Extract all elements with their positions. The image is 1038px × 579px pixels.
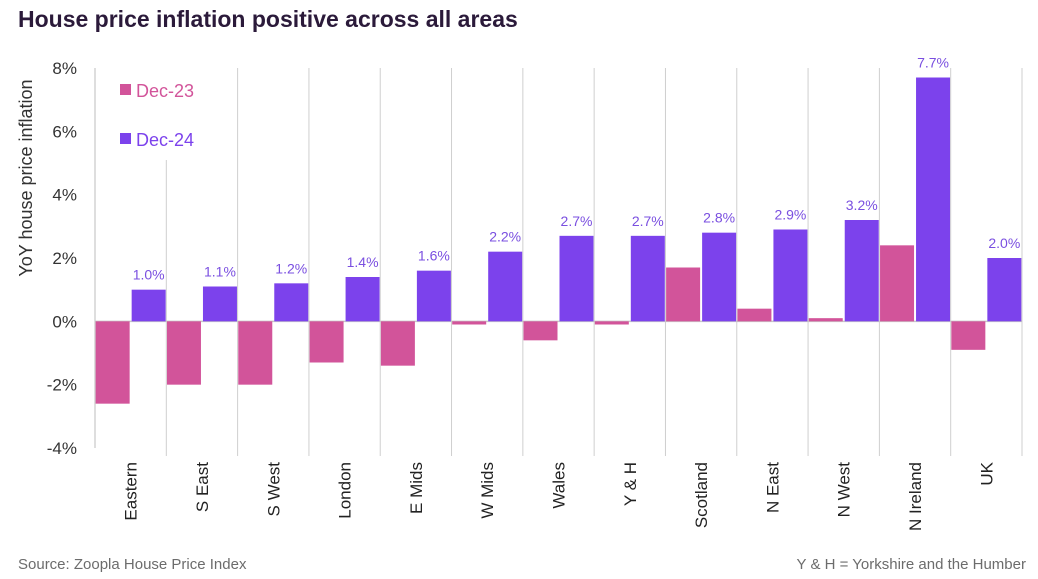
data-label-dec-24-s-west: 1.2% xyxy=(275,260,307,276)
bar-dec-23-eastern xyxy=(95,321,130,404)
legend-label-dec-23: Dec-23 xyxy=(136,81,194,101)
bar-dec-23-n-west xyxy=(808,318,843,322)
bar-dec-24-london xyxy=(345,277,380,322)
x-category-label-n-ireland: N Ireland xyxy=(906,462,925,531)
x-category-label-uk: UK xyxy=(977,461,996,485)
bar-dec-24-n-east xyxy=(773,229,808,322)
bar-dec-24-y-and-h xyxy=(630,235,665,322)
x-category-label-london: London xyxy=(336,462,355,519)
bar-dec-23-e-mids xyxy=(380,321,415,366)
data-label-dec-24-w-mids: 2.2% xyxy=(489,229,521,245)
bar-dec-23-s-east xyxy=(166,321,201,385)
data-label-dec-24-wales: 2.7% xyxy=(561,213,593,229)
bar-dec-23-scotland xyxy=(666,267,701,322)
bar-dec-23-w-mids xyxy=(452,321,487,325)
legend-swatch-dec-23 xyxy=(120,84,131,95)
bar-dec-24-w-mids xyxy=(488,251,523,322)
x-category-label-w-mids: W Mids xyxy=(478,462,497,519)
bar-dec-23-y-and-h xyxy=(594,321,629,325)
bar-dec-24-e-mids xyxy=(416,270,451,322)
source-note: Source: Zoopla House Price Index xyxy=(18,556,247,573)
bar-dec-23-n-east xyxy=(737,308,772,322)
x-category-label-scotland: Scotland xyxy=(692,462,711,528)
data-label-dec-24-n-east: 2.9% xyxy=(774,207,806,223)
data-label-dec-24-s-east: 1.1% xyxy=(204,264,236,280)
bar-dec-24-s-west xyxy=(274,283,309,322)
y-tick-label: 0% xyxy=(52,312,77,331)
bar-dec-23-n-ireland xyxy=(880,245,915,322)
bar-dec-24-scotland xyxy=(702,232,737,322)
bar-dec-24-uk xyxy=(987,258,1022,322)
x-category-label-wales: Wales xyxy=(550,462,569,509)
bar-dec-23-s-west xyxy=(238,321,273,385)
y-tick-label: 8% xyxy=(52,59,77,78)
bar-dec-24-wales xyxy=(559,235,594,322)
y-tick-label: 6% xyxy=(52,122,77,141)
bar-dec-23-wales xyxy=(523,321,558,341)
x-category-label-s-west: S West xyxy=(264,462,283,517)
y-tick-label: -2% xyxy=(47,376,77,395)
x-category-label-e-mids: E Mids xyxy=(407,462,426,514)
bar-dec-23-london xyxy=(309,321,344,363)
bar-dec-24-eastern xyxy=(131,289,166,322)
bar-dec-24-n-ireland xyxy=(916,77,951,322)
bar-dec-24-s-east xyxy=(202,286,237,322)
abbreviation-note: Y & H = Yorkshire and the Humber xyxy=(796,556,1026,573)
data-label-dec-24-scotland: 2.8% xyxy=(703,210,735,226)
data-label-dec-24-y-and-h: 2.7% xyxy=(632,213,664,229)
data-label-dec-24-eastern: 1.0% xyxy=(133,267,165,283)
data-label-dec-24-n-west: 3.2% xyxy=(846,197,878,213)
x-category-label-n-east: N East xyxy=(763,462,782,513)
data-label-dec-24-london: 1.4% xyxy=(347,254,379,270)
bar-dec-23-uk xyxy=(951,321,986,350)
data-label-dec-24-uk: 2.0% xyxy=(988,235,1020,251)
y-axis-label: YoY house price inflation xyxy=(16,79,36,276)
y-tick-label: 4% xyxy=(52,186,77,205)
label-layer: 1.0% Eastern 1.1% S East 1.2% S West 1.4% Londo… xyxy=(122,55,1021,531)
x-category-label-n-west: N West xyxy=(835,462,854,518)
bar-layer xyxy=(95,77,1022,404)
data-label-dec-24-e-mids: 1.6% xyxy=(418,248,450,264)
x-category-label-y-and-h: Y & H xyxy=(621,462,640,506)
x-category-label-eastern: Eastern xyxy=(122,462,141,521)
chart-title: House price inflation positive across al… xyxy=(18,6,518,32)
y-tick-label: 2% xyxy=(52,249,77,268)
grid-layer xyxy=(165,68,1023,456)
data-label-dec-24-n-ireland: 7.7% xyxy=(917,55,949,71)
legend: Dec-23 Dec-24 xyxy=(120,81,194,150)
legend-label-dec-24: Dec-24 xyxy=(136,130,194,150)
x-category-label-s-east: S East xyxy=(193,462,212,512)
bar-dec-24-n-west xyxy=(844,220,879,322)
y-tick-label: -4% xyxy=(47,439,77,458)
legend-swatch-dec-24 xyxy=(120,133,131,144)
